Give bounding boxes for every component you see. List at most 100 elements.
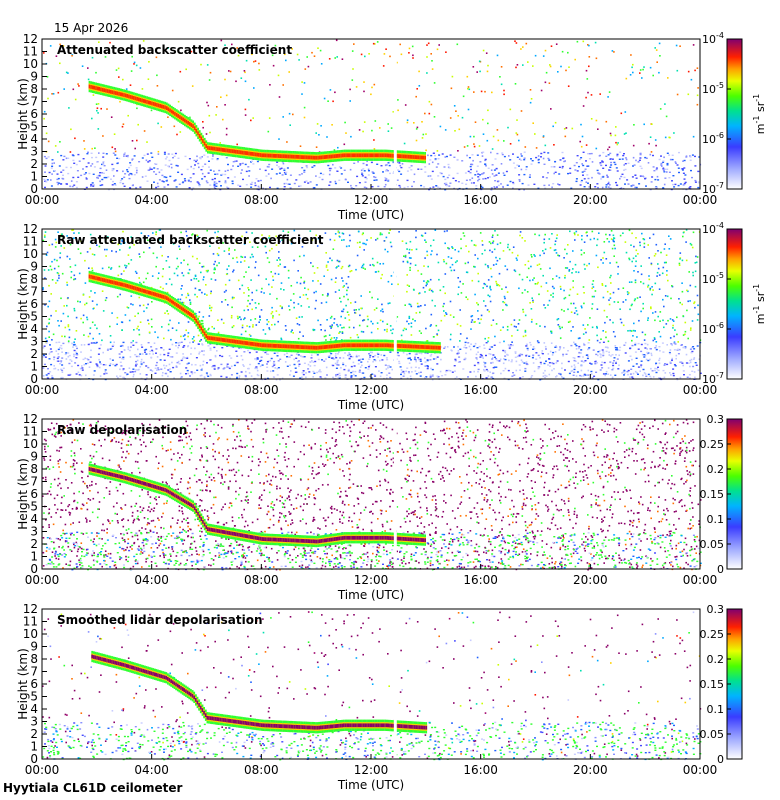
layer-core (170, 109, 173, 114)
noise-pixel (503, 93, 505, 96)
noise-pixel (379, 359, 381, 362)
noise-pixel (551, 285, 554, 288)
noise-pixel (637, 271, 639, 273)
bl-pixel (147, 161, 150, 163)
bl-pixel (521, 182, 524, 185)
noise-pixel (481, 244, 484, 246)
noise-pixel (96, 327, 98, 330)
noise-pixel (532, 65, 534, 67)
noise-pixel (543, 304, 545, 306)
bl-pixel (600, 364, 603, 366)
noise-pixel (115, 69, 118, 71)
noise-pixel (349, 239, 351, 242)
noise-pixel (105, 238, 107, 240)
y-tick-label: 9 (30, 70, 38, 84)
noise-pixel (615, 126, 617, 128)
bl-pixel (175, 366, 178, 368)
bl-pixel (61, 369, 64, 372)
noise-pixel (647, 244, 649, 246)
noise-pixel (139, 256, 141, 258)
bl-pixel (186, 363, 189, 365)
x-tick-label: 12:00 (354, 193, 389, 207)
layer-core (129, 95, 132, 99)
noise-pixel (391, 368, 393, 371)
noise-pixel (542, 55, 545, 57)
noise-pixel (200, 339, 202, 341)
bl-pixel (322, 173, 325, 176)
noise-pixel (99, 180, 101, 183)
bl-pixel (672, 175, 675, 177)
noise-pixel (262, 350, 265, 353)
bl-pixel (437, 186, 440, 188)
noise-pixel (525, 42, 528, 45)
noise-pixel (62, 45, 65, 47)
bl-pixel (681, 169, 684, 171)
bl-pixel (60, 154, 63, 157)
layer-core (424, 155, 426, 160)
noise-pixel (288, 305, 290, 307)
noise-pixel (52, 333, 55, 336)
noise-pixel (538, 234, 541, 237)
bl-pixel (429, 355, 432, 357)
bl-pixel (439, 172, 442, 174)
noise-pixel (491, 173, 494, 175)
noise-pixel (494, 230, 496, 232)
bl-pixel (187, 179, 190, 182)
noise-pixel (191, 85, 194, 87)
noise-pixel (674, 161, 677, 163)
noise-pixel (267, 173, 270, 175)
noise-pixel (430, 367, 432, 370)
noise-pixel (659, 350, 661, 352)
noise-pixel (348, 326, 351, 329)
bl-pixel (601, 161, 604, 163)
noise-pixel (73, 237, 75, 239)
noise-pixel (530, 376, 533, 379)
noise-pixel (329, 325, 331, 328)
noise-pixel (519, 353, 522, 355)
noise-pixel (364, 268, 366, 270)
noise-pixel (177, 298, 179, 301)
bl-pixel (209, 169, 212, 171)
bl-pixel (419, 371, 422, 373)
noise-pixel (467, 261, 469, 264)
bl-pixel (580, 157, 583, 159)
bl-pixel (49, 371, 52, 373)
noise-pixel (467, 86, 470, 88)
noise-pixel (260, 238, 262, 241)
bl-pixel (313, 165, 316, 167)
bl-pixel (661, 342, 664, 344)
layer-core (320, 155, 323, 160)
bl-pixel (655, 187, 658, 189)
noise-pixel (475, 244, 477, 247)
bl-pixel (609, 158, 612, 160)
noise-pixel (543, 241, 545, 244)
bl-pixel (681, 168, 684, 170)
y-tick-label: 7 (30, 95, 38, 109)
bl-pixel (129, 187, 132, 189)
noise-pixel (633, 270, 635, 272)
noise-pixel (73, 309, 76, 312)
bl-pixel (334, 167, 337, 169)
bl-pixel (525, 168, 528, 171)
bl-pixel (454, 359, 457, 362)
layer-core (314, 155, 316, 160)
layer-core (356, 153, 359, 158)
noise-pixel (446, 346, 449, 348)
noise-pixel (681, 259, 684, 262)
noise-pixel (84, 357, 86, 360)
noise-pixel (607, 367, 610, 369)
noise-pixel (160, 246, 162, 248)
noise-pixel (123, 270, 125, 272)
bl-pixel (373, 179, 376, 181)
noise-pixel (622, 287, 625, 289)
noise-pixel (404, 254, 407, 257)
noise-pixel (253, 60, 255, 63)
bl-pixel (506, 184, 509, 186)
noise-pixel (563, 310, 565, 312)
bl-pixel (598, 173, 601, 175)
noise-pixel (224, 78, 226, 81)
noise-pixel (184, 357, 186, 359)
bl-pixel (101, 178, 104, 181)
noise-pixel (245, 59, 248, 62)
noise-pixel (48, 353, 51, 355)
